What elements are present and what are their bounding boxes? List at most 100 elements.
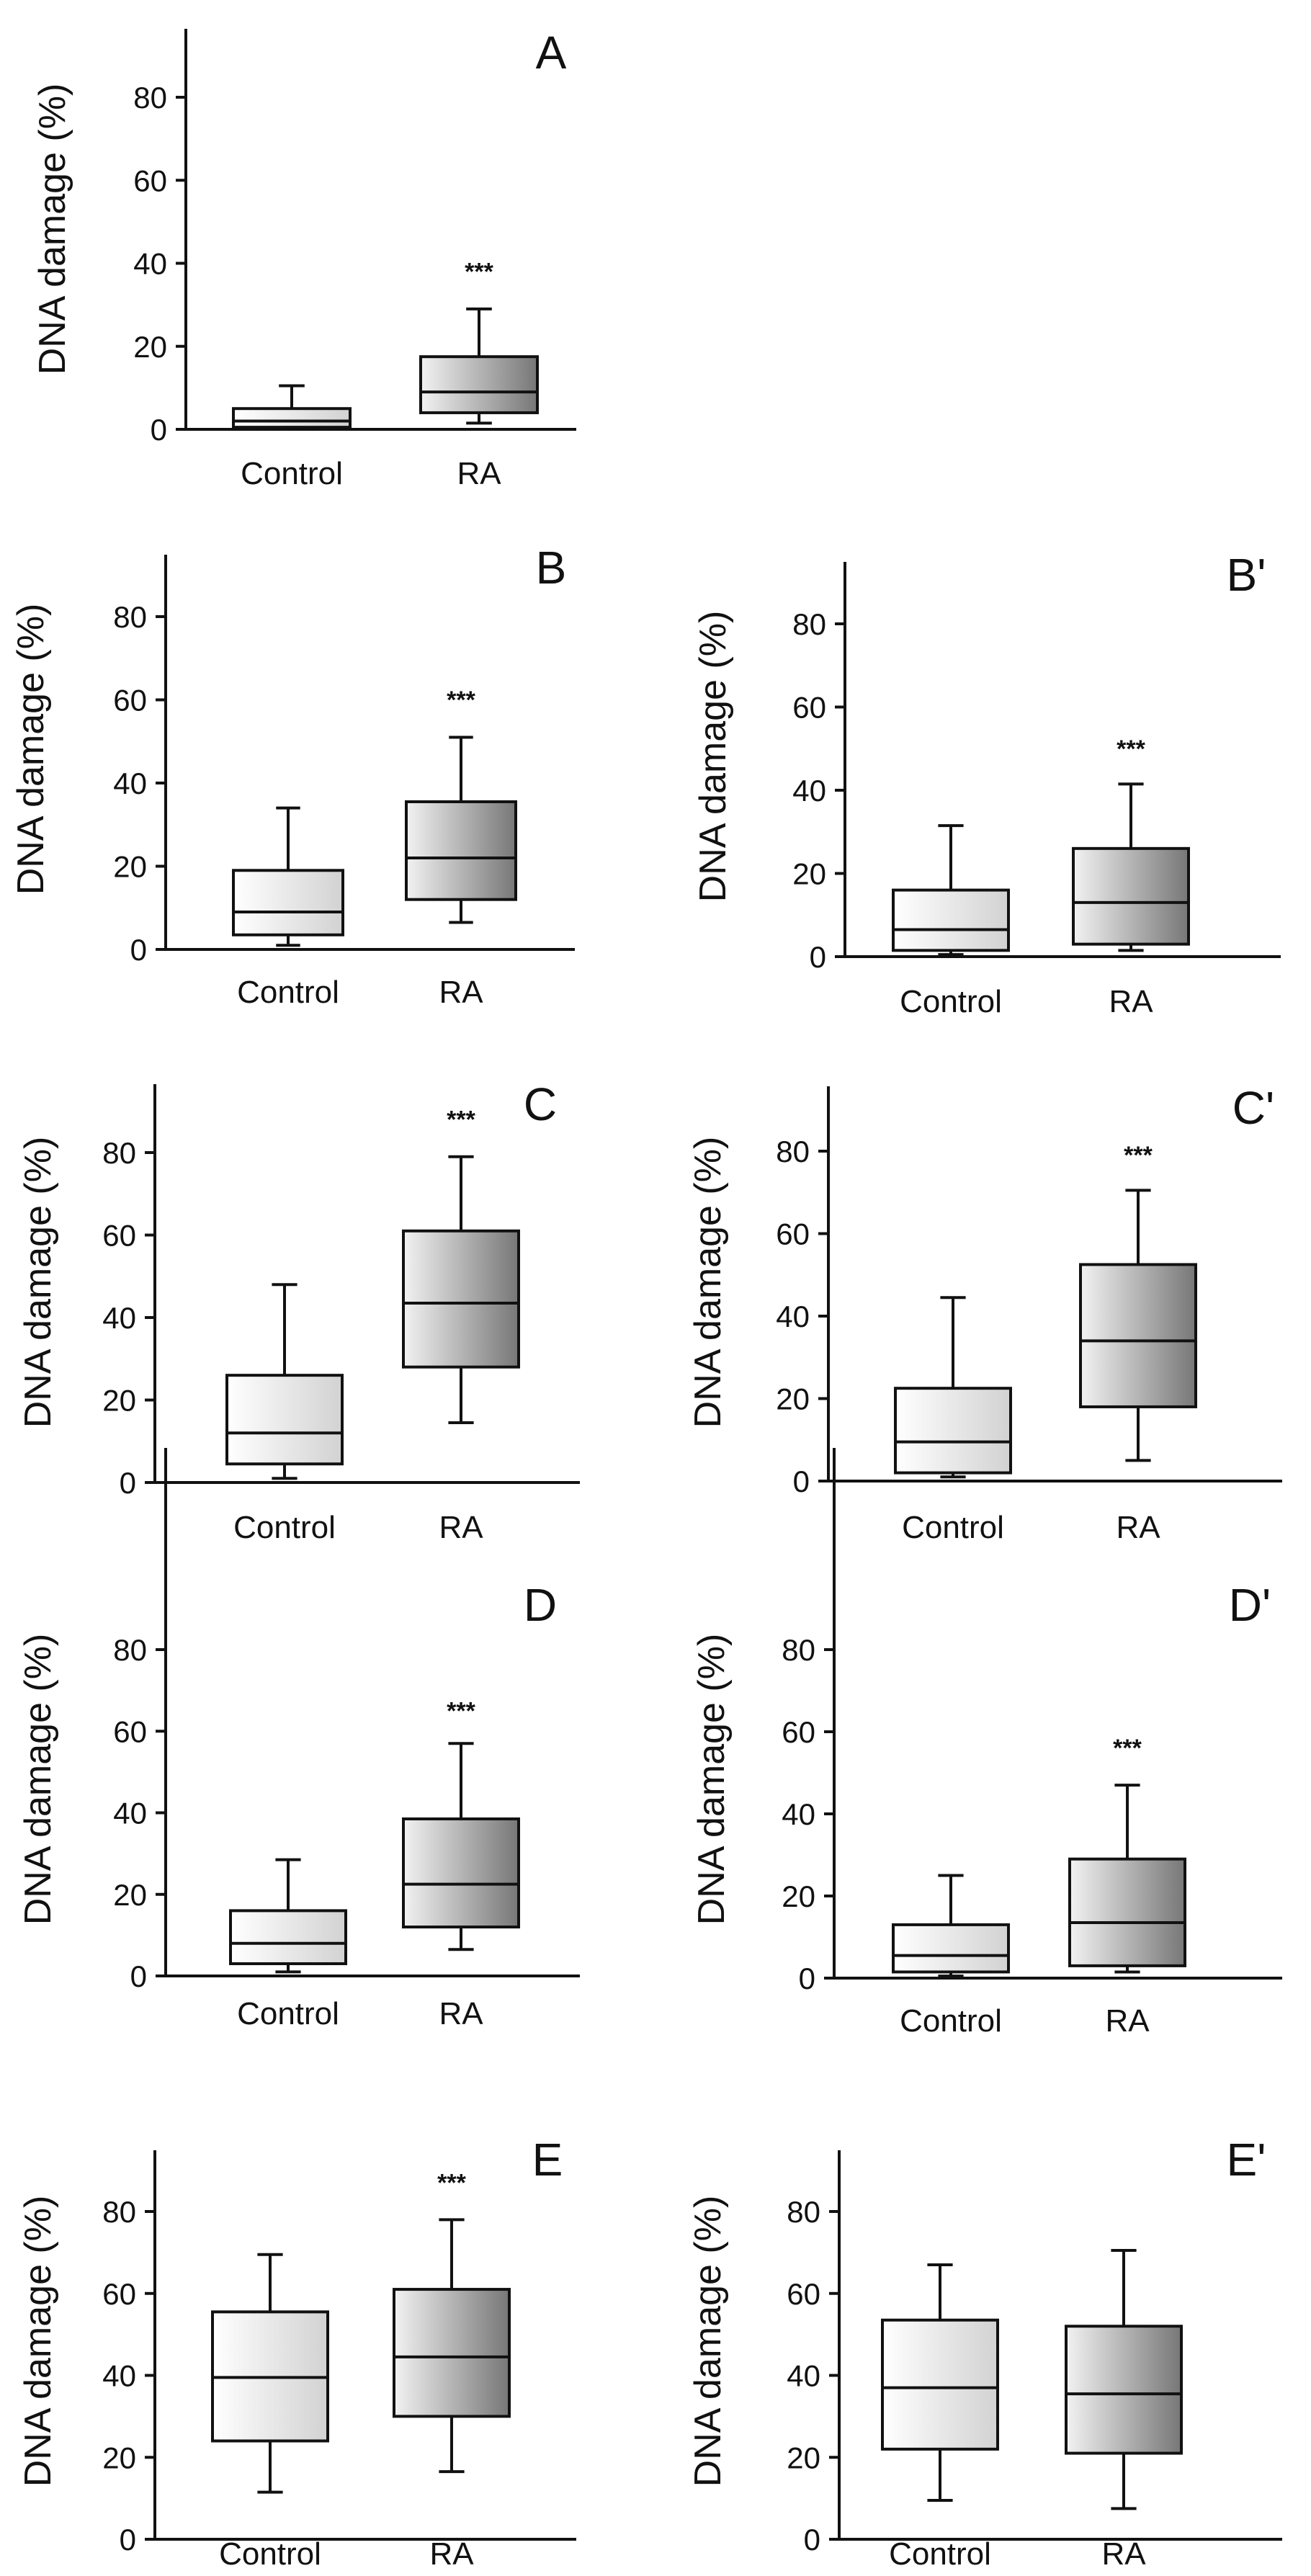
panel-letter: B: [536, 542, 567, 594]
y-tick-label: 0: [799, 1962, 815, 1995]
panel-letter: A: [536, 27, 567, 79]
panel-b-prime: 0 20 40 60 80 DNA damage (%) B' Control RA ***: [692, 549, 1281, 1019]
panel-letter: C: [524, 1078, 557, 1130]
category-label: Control: [241, 456, 343, 491]
y-tick-label: 80: [787, 2195, 820, 2229]
significance-marker: ***: [1124, 1142, 1153, 1169]
y-tick-label: 40: [113, 766, 147, 800]
box-ra: [402, 1155, 520, 1424]
y-tick-label: 60: [113, 1714, 147, 1748]
y-tick-label: 80: [792, 607, 826, 641]
y-axis-title: DNA damage (%): [692, 611, 734, 903]
y-tick-label: 20: [102, 1384, 136, 1418]
y-tick-label: 80: [776, 1135, 810, 1168]
category-label: RA: [1109, 984, 1153, 1019]
category-label: RA: [457, 456, 501, 491]
box-control: [232, 806, 344, 947]
y-axis-title: DNA damage (%): [691, 1634, 733, 1926]
category-label: Control: [237, 1996, 339, 2031]
panel-letter: C': [1232, 1082, 1274, 1134]
category-label: RA: [1105, 2003, 1150, 2039]
y-tick-label: 40: [787, 2359, 820, 2393]
y-tick-label: 40: [776, 1300, 810, 1333]
y-tick-label: 0: [793, 1464, 810, 1498]
box-ra: [1079, 1189, 1197, 1462]
y-tick-label: 20: [782, 1879, 815, 1913]
box-ra: [402, 1742, 520, 1951]
y-tick-label: 80: [102, 2195, 136, 2229]
y-tick-label: 80: [113, 600, 147, 634]
iqr-box: [1068, 1857, 1186, 1967]
panel-a: 0 20 40 60 80 DNA damage (%) A Control RA ***: [32, 27, 576, 491]
box-ra: [405, 735, 517, 924]
y-tick-label: 80: [133, 81, 167, 115]
box-ra: [1065, 2249, 1183, 2510]
category-label: Control: [900, 984, 1002, 1019]
y-tick-label: 60: [776, 1217, 810, 1251]
y-axis-title: DNA damage (%): [17, 2196, 59, 2487]
panel-e: 0 20 40 60 80 DNA damage (%) E Control RA ***: [17, 2134, 576, 2572]
category-label: Control: [889, 2536, 991, 2572]
category-label: RA: [439, 1510, 483, 1545]
y-tick-label: 60: [133, 164, 167, 197]
y-tick-label: 40: [113, 1797, 147, 1830]
significance-marker: ***: [447, 687, 475, 714]
y-tick-label: 60: [787, 2277, 820, 2311]
significance-marker: ***: [447, 1697, 475, 1725]
iqr-box: [405, 800, 517, 901]
y-axis-title: DNA damage (%): [32, 84, 73, 375]
box-ra: [1068, 1784, 1186, 1974]
category-label: RA: [439, 1996, 483, 2031]
y-tick-label: 0: [804, 2523, 820, 2557]
panel-letter: E': [1227, 2134, 1266, 2186]
y-tick-label: 60: [102, 2277, 136, 2311]
significance-marker: ***: [437, 2170, 466, 2197]
y-tick-label: 40: [782, 1797, 815, 1831]
y-tick-label: 80: [113, 1633, 147, 1667]
y-tick-label: 60: [102, 1219, 136, 1253]
y-tick-label: 20: [102, 2441, 136, 2474]
category-label: Control: [902, 1510, 1004, 1545]
y-tick-label: 40: [133, 247, 167, 281]
significance-marker: ***: [1117, 735, 1145, 763]
significance-marker: ***: [465, 259, 493, 286]
y-tick-label: 0: [130, 1959, 147, 1993]
y-tick-label: 20: [113, 850, 147, 884]
y-tick-label: 20: [133, 330, 167, 364]
iqr-box: [225, 1374, 344, 1466]
box-ra: [1072, 782, 1190, 952]
y-tick-label: 0: [130, 933, 147, 967]
box-control: [232, 384, 352, 431]
box-control: [211, 2253, 329, 2494]
category-label: Control: [233, 1510, 336, 1545]
iqr-box: [892, 888, 1010, 952]
y-tick-label: 20: [792, 857, 826, 891]
y-tick-label: 20: [113, 1878, 147, 1912]
y-axis-title: DNA damage (%): [17, 1634, 59, 1926]
box-control: [894, 1296, 1012, 1479]
y-tick-label: 40: [792, 774, 826, 808]
y-tick-label: 60: [782, 1715, 815, 1749]
y-axis-title: DNA damage (%): [10, 604, 52, 895]
iqr-box: [419, 355, 539, 414]
category-label: RA: [1116, 1510, 1160, 1545]
category-label: Control: [219, 2536, 321, 2572]
panel-d: 0 20 40 60 80 DNA damage (%) D Control RA ***: [17, 1448, 580, 2031]
panel-d-prime: 0 20 40 60 80 DNA damage (%) D' Control RA ***: [691, 1448, 1282, 2039]
y-axis-title: DNA damage (%): [687, 1137, 729, 1428]
box-control: [892, 824, 1010, 957]
panel-e-prime: 0 20 40 60 80 DNA damage (%) E' Control RA: [687, 2134, 1282, 2572]
y-axis-title: DNA damage (%): [17, 1137, 59, 1428]
iqr-box: [402, 1817, 520, 1929]
iqr-box: [229, 1909, 347, 1966]
box-ra: [393, 2218, 511, 2474]
y-tick-label: 80: [782, 1633, 815, 1667]
significance-marker: ***: [447, 1106, 475, 1134]
panel-b: 0 20 40 60 80 DNA damage (%) B Control RA ***: [10, 542, 575, 1010]
panel-c-prime: 0 20 40 60 80 DNA damage (%) C' Control RA ***: [687, 1082, 1282, 1545]
box-control: [881, 2263, 999, 2502]
box-control: [229, 1858, 347, 1974]
iqr-box: [1065, 2325, 1183, 2455]
iqr-box: [232, 407, 352, 429]
